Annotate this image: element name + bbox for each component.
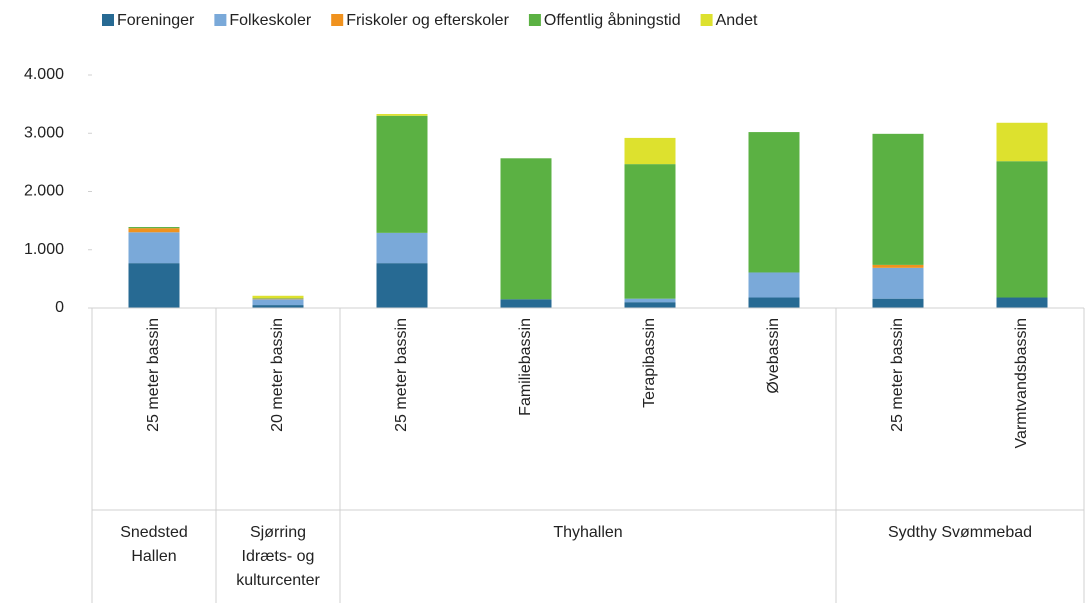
- bar-segment: [252, 305, 304, 308]
- bar-segment: [252, 298, 304, 300]
- bar-segment: [624, 302, 676, 308]
- x-tick-label: 25 meter bassin: [393, 318, 410, 432]
- x-tick-label: Familiebassin: [517, 318, 534, 416]
- bar-segment: [996, 297, 1048, 308]
- group-label: Thyhallen: [553, 524, 622, 541]
- bar-segment: [252, 299, 304, 306]
- bar-segment: [128, 232, 180, 264]
- bar-segment: [128, 227, 180, 229]
- legend-label: Offentlig åbningstid: [544, 11, 681, 29]
- bar-segment: [624, 164, 676, 299]
- legend-label: Folkeskoler: [229, 12, 311, 29]
- bar-segment: [872, 267, 924, 299]
- bar-segment: [128, 263, 180, 308]
- bar-segment: [872, 298, 924, 308]
- legend-swatch: [331, 14, 344, 26]
- bar-segment: [748, 272, 800, 298]
- bar-segment: [872, 264, 924, 268]
- legend-swatch: [700, 14, 713, 26]
- bar-segment: [128, 228, 180, 233]
- group-label: Snedsted Hallen: [120, 524, 188, 565]
- y-tick-label: 2.000: [24, 183, 64, 200]
- bar-segment: [252, 298, 304, 299]
- y-tick-label: 3.000: [24, 124, 64, 141]
- group-label-line: Hallen: [131, 548, 176, 565]
- x-tick-label: Øvebassin: [765, 318, 782, 394]
- bar-segment: [376, 115, 428, 233]
- bar-segment: [872, 133, 924, 265]
- legend-swatch: [102, 14, 114, 26]
- bar-segment: [748, 132, 800, 273]
- x-tick-label: Varmtvandsbassin: [1013, 318, 1030, 448]
- group-label-line: kulturcenter: [236, 572, 320, 589]
- bar-segment: [376, 114, 428, 116]
- group-label-line: Sjørring: [250, 524, 306, 541]
- legend-label: Friskoler og efterskoler: [346, 12, 509, 29]
- group-label-line: Snedsted: [120, 524, 188, 541]
- y-tick-label: 4.000: [24, 66, 64, 83]
- bar-segment: [624, 137, 676, 165]
- y-tick-label: 0: [55, 299, 64, 316]
- bar-segment: [500, 299, 552, 308]
- x-tick-label: 20 meter bassin: [269, 318, 286, 432]
- legend-swatch: [214, 14, 227, 26]
- bar-segment: [376, 263, 428, 308]
- bar-segment: [252, 295, 304, 299]
- bar-segment: [376, 232, 428, 264]
- x-tick-label: 25 meter bassin: [145, 318, 162, 432]
- group-label: Sydthy Svømmebad: [888, 524, 1032, 541]
- legend-label: Andet: [716, 12, 758, 29]
- y-tick-label: 1.000: [24, 241, 64, 258]
- x-tick-label: Terapibassin: [641, 318, 658, 408]
- group-label-line: Idræts- og: [242, 548, 315, 565]
- bar-segment: [748, 297, 800, 308]
- x-tick-label: 25 meter bassin: [889, 318, 906, 432]
- bar-segment: [500, 158, 552, 300]
- bar-segment: [624, 298, 676, 303]
- bar-segment: [996, 122, 1048, 162]
- legend-label: Foreninger: [117, 12, 195, 29]
- legend-swatch: [528, 14, 541, 26]
- bar-segment: [996, 161, 1048, 298]
- group-label: Sjørring Idræts- og kulturcenter: [236, 524, 320, 589]
